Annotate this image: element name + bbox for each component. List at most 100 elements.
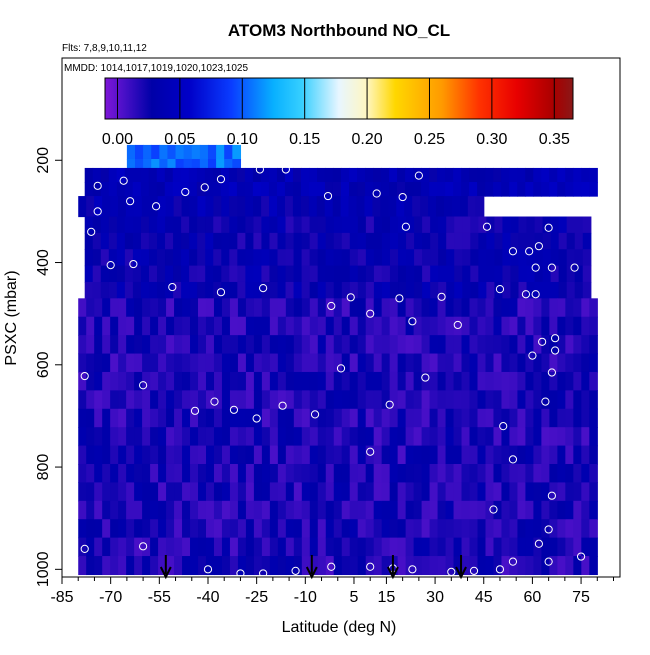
dates-annotation: MMDD: 1014,1017,1019,1020,1023,1025 <box>64 63 248 74</box>
sample-point <box>307 156 316 165</box>
plot-frame <box>61 57 621 578</box>
sample-point <box>495 285 505 294</box>
sample-point <box>544 557 553 566</box>
sample-point <box>576 552 586 561</box>
sample-point <box>508 247 518 256</box>
sample-point <box>547 368 556 377</box>
sample-point <box>528 351 537 360</box>
sample-point <box>119 176 128 185</box>
sample-point <box>181 187 190 197</box>
sample-point <box>366 562 375 571</box>
sample-point <box>544 223 553 232</box>
sample-point <box>93 181 102 190</box>
y-tick-label: 600 <box>35 351 52 378</box>
sample-point <box>255 165 264 174</box>
x-tick-label: 5 <box>350 589 359 606</box>
sample-point <box>203 565 213 574</box>
sample-point <box>525 247 534 256</box>
sample-point <box>200 183 209 192</box>
sample-point <box>521 290 531 299</box>
x-tick-label: 15 <box>378 589 396 606</box>
colorbar-tick-label: 0.25 <box>414 131 445 148</box>
sample-point <box>538 337 547 346</box>
x-tick-label: -25 <box>245 589 268 606</box>
sample-point <box>508 455 518 464</box>
sample-point <box>395 294 404 303</box>
sample-point <box>87 227 96 236</box>
sample-point <box>80 371 89 381</box>
sample-point <box>366 309 375 318</box>
sample-point <box>547 491 556 500</box>
sample-point <box>291 566 300 575</box>
sample-point <box>482 222 492 231</box>
sample-point <box>346 293 355 302</box>
sample-point <box>570 263 579 272</box>
sample-point <box>323 191 333 201</box>
sample-point <box>447 567 456 576</box>
colorbar-tick-label: 0.20 <box>352 131 383 148</box>
sample-point <box>414 171 423 180</box>
sample-point <box>80 544 89 553</box>
x-axis-label: Latitude (deg N) <box>282 619 397 636</box>
x-tick-label: -10 <box>294 589 317 606</box>
heatmap-region <box>126 144 242 174</box>
sample-point <box>408 565 417 574</box>
x-tick-label: -40 <box>196 589 219 606</box>
sample-point <box>495 565 505 574</box>
colorbar-tick-label: 0.05 <box>164 131 195 148</box>
sample-point <box>151 202 161 211</box>
x-tick-label: 75 <box>572 589 590 606</box>
colorbar-tick-label: 0.10 <box>227 131 258 148</box>
colorbar-tick-label: 0.15 <box>289 131 320 148</box>
sample-point <box>544 525 553 534</box>
heatmap-region <box>84 216 592 299</box>
sample-point <box>281 165 290 174</box>
sample-point <box>216 288 226 297</box>
sample-point <box>385 400 394 409</box>
sample-point <box>139 542 148 551</box>
sample-point <box>210 397 219 406</box>
sample-point <box>421 373 430 382</box>
colorbar-tick-label: 0.30 <box>476 131 507 148</box>
sample-point <box>551 346 560 355</box>
sample-point <box>366 447 375 456</box>
y-tick-label: 400 <box>35 249 52 276</box>
sample-point <box>534 242 543 251</box>
sample-point <box>499 422 508 431</box>
chart-title: ATOM3 Northbound NO_CL <box>228 21 450 40</box>
heatmap-region <box>84 167 598 197</box>
x-tick-label: -55 <box>148 589 171 606</box>
sample-point <box>327 301 336 311</box>
sample-point <box>139 381 148 390</box>
sample-points <box>80 156 586 577</box>
sample-point <box>401 222 410 231</box>
y-axis: 200 400 600 800 1000 <box>35 147 62 587</box>
sample-point <box>437 292 446 301</box>
sample-point <box>126 197 135 206</box>
colorbar-dividers <box>116 78 555 119</box>
sample-point <box>259 283 268 293</box>
sample-point <box>259 569 268 577</box>
sample-point <box>372 189 381 198</box>
sample-point <box>93 207 102 216</box>
sample-point <box>551 334 560 343</box>
sample-point <box>190 406 200 415</box>
colorbar-tick-label: 0.00 <box>102 131 133 148</box>
sample-point <box>310 410 320 419</box>
sample-point <box>229 405 239 414</box>
sample-point <box>216 175 226 184</box>
colorbar-tick-labels: 0.00 0.05 0.10 0.15 0.20 0.25 0.30 0.35 <box>102 131 570 148</box>
y-axis-label: PSXC (mbar) <box>3 270 20 365</box>
sample-point <box>469 566 479 575</box>
x-tick-label: -70 <box>99 589 122 606</box>
sample-point <box>489 505 498 514</box>
y-tick-label: 1000 <box>35 551 52 587</box>
sample-point <box>531 263 540 272</box>
heatmap-region <box>78 196 485 218</box>
sample-point <box>534 539 543 548</box>
sample-point <box>252 414 261 423</box>
x-tick-label: 30 <box>426 589 444 606</box>
x-tick-label: 45 <box>475 589 493 606</box>
